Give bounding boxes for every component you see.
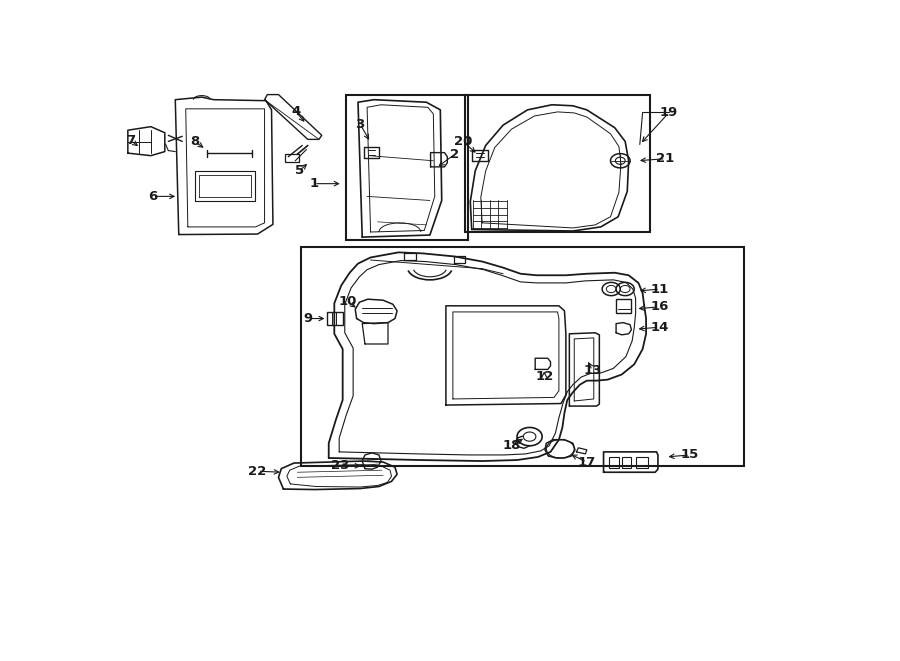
Text: 2: 2 bbox=[450, 148, 459, 161]
Bar bbox=[464, 95, 650, 232]
Text: 5: 5 bbox=[295, 165, 304, 177]
Bar bbox=[622, 457, 632, 468]
Text: 15: 15 bbox=[681, 448, 699, 461]
Text: 14: 14 bbox=[650, 321, 669, 334]
Text: 20: 20 bbox=[454, 136, 472, 149]
Text: 22: 22 bbox=[248, 465, 266, 478]
Text: 10: 10 bbox=[338, 295, 356, 308]
Text: 1: 1 bbox=[310, 177, 319, 190]
Bar bbox=[328, 313, 343, 325]
Text: 8: 8 bbox=[190, 135, 200, 148]
Text: 21: 21 bbox=[656, 152, 675, 165]
Text: 9: 9 bbox=[303, 312, 312, 325]
Text: 19: 19 bbox=[660, 106, 679, 119]
Text: 16: 16 bbox=[650, 300, 669, 313]
Text: 11: 11 bbox=[651, 282, 670, 295]
Bar bbox=[635, 457, 648, 468]
Text: 4: 4 bbox=[292, 105, 301, 118]
Bar bbox=[609, 457, 619, 468]
Bar bbox=[346, 95, 468, 240]
Text: 18: 18 bbox=[503, 440, 521, 452]
Text: 23: 23 bbox=[330, 459, 349, 471]
Bar bbox=[616, 299, 632, 313]
Text: 12: 12 bbox=[536, 370, 554, 383]
Text: 7: 7 bbox=[126, 134, 135, 147]
Text: 6: 6 bbox=[148, 190, 157, 203]
Bar bbox=[284, 154, 299, 162]
Text: 13: 13 bbox=[583, 364, 601, 377]
Text: 17: 17 bbox=[578, 455, 596, 469]
Bar bbox=[301, 247, 743, 466]
Text: 3: 3 bbox=[356, 118, 364, 131]
